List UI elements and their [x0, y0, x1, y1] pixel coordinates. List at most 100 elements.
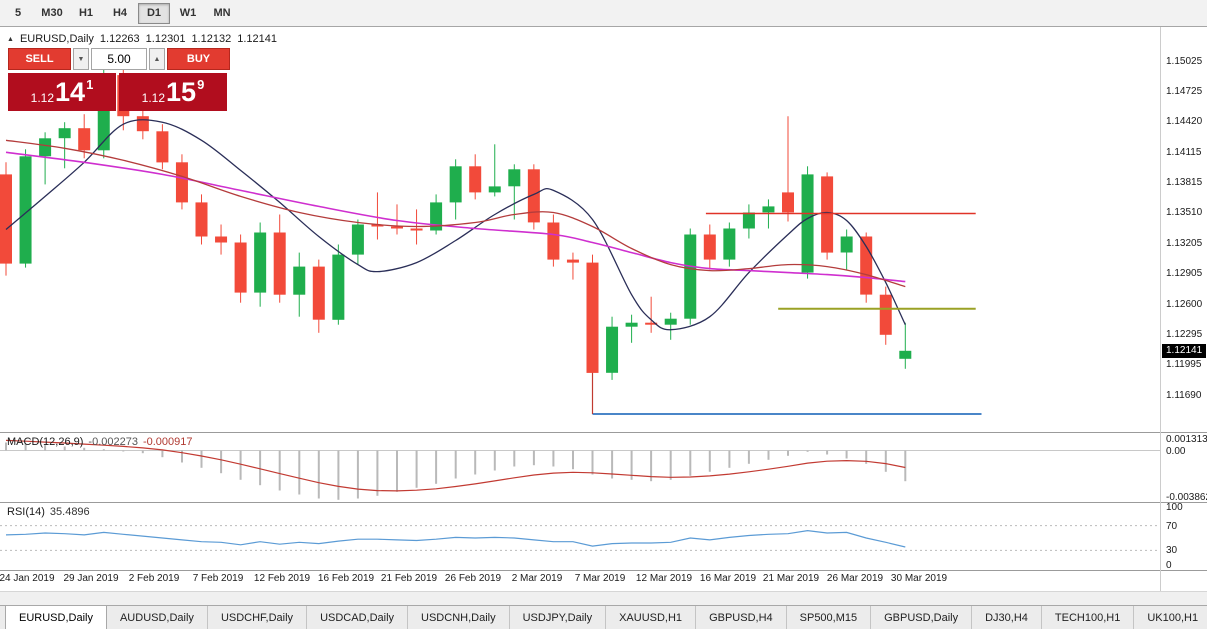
rsi-indicator-canvas[interactable]	[0, 503, 1160, 570]
price-scale-label: 1.14420	[1166, 116, 1203, 127]
candle-body	[586, 262, 599, 373]
macd-bar	[24, 443, 27, 451]
timeframe-button-H1[interactable]: H1	[78, 7, 94, 19]
date-label: 7 Feb 2019	[192, 573, 244, 584]
date-label: 12 Feb 2019	[253, 573, 311, 584]
macd-signal-value: -0.000917	[142, 436, 193, 448]
volume-input[interactable]	[91, 48, 147, 70]
chart-tab[interactable]: DJ30,H4	[972, 606, 1042, 629]
candle-body	[371, 224, 384, 227]
candle-body	[312, 266, 325, 320]
chart-tab[interactable]: EURUSD,Daily	[5, 606, 107, 629]
volume-up-button[interactable]: ▲	[149, 48, 165, 70]
timeframe-button-D1[interactable]: D1	[138, 2, 170, 24]
macd-bar	[141, 450, 144, 454]
candle-body	[703, 234, 716, 260]
macd-bar	[513, 450, 516, 467]
chart-symbol-label: EURUSD,Daily	[19, 33, 94, 45]
timeframe-button-MN[interactable]: MN	[213, 7, 231, 19]
chart-tab[interactable]: TECH100,H1	[1041, 606, 1135, 629]
timeframe-button-M30[interactable]: M30	[41, 7, 63, 19]
macd-bar	[767, 450, 770, 460]
candle-body	[273, 232, 286, 295]
candle-body	[782, 192, 794, 213]
candle-body	[469, 166, 482, 193]
chart-tab[interactable]: AUDUSD,Daily	[106, 606, 208, 629]
date-label: 30 Mar 2019	[890, 573, 948, 584]
rsi-value: 35.4896	[49, 506, 90, 518]
date-label: 26 Feb 2019	[444, 573, 502, 584]
candle-body	[430, 202, 443, 231]
macd-bar	[83, 447, 86, 451]
down-arrow-icon: ▼	[77, 55, 85, 63]
chart-tab[interactable]: USDCHF,Daily	[207, 606, 308, 629]
macd-bar	[122, 450, 125, 452]
bid-quote-button[interactable]: 1.12 14 1	[8, 73, 116, 111]
candle-body	[821, 176, 834, 253]
sell-button[interactable]: SELL	[8, 48, 71, 70]
chart-tab[interactable]: USDCNH,Daily	[408, 606, 510, 629]
bid-prefix: 1.12	[30, 91, 55, 105]
macd-bar	[826, 450, 829, 455]
price-scale-label: 1.11690	[1166, 390, 1202, 401]
date-label: 2 Mar 2019	[511, 573, 563, 584]
price-scale-label: 1.12600	[1166, 299, 1203, 310]
date-label: 24 Jan 2019	[0, 573, 55, 584]
macd-bar	[708, 450, 711, 472]
bottom-strip	[0, 591, 1207, 605]
macd-bar	[181, 450, 183, 463]
chart-tab-bar: EURUSD,Daily AUDUSD,Daily USDCHF,Daily USDC…	[0, 605, 1207, 629]
chart-tab[interactable]: SP500,M15	[786, 606, 872, 629]
macd-bar	[787, 450, 789, 456]
macd-bar	[259, 450, 262, 486]
macd-bar	[552, 450, 555, 467]
macd-bar	[572, 450, 574, 470]
macd-bar	[415, 450, 418, 488]
candle-body	[195, 202, 208, 237]
timeframe-button-W1[interactable]: W1	[179, 7, 197, 19]
chart-tab[interactable]: GBPUSD,Daily	[871, 606, 973, 629]
candle-body	[645, 322, 658, 325]
timeframe-button-5[interactable]: 5	[14, 7, 22, 19]
candle-body	[606, 326, 619, 373]
ask-quote-button[interactable]: 1.12 15 9	[119, 73, 227, 111]
macd-bar	[532, 450, 535, 466]
candle-body	[879, 294, 892, 335]
candle-body	[156, 131, 169, 163]
date-label: 7 Mar 2019	[574, 573, 626, 584]
bid-pip-digit: 1	[86, 77, 94, 92]
candle-body	[410, 228, 423, 231]
chart-tab[interactable]: UK100,H1	[1134, 606, 1207, 629]
timeframe-button-H4[interactable]: H4	[112, 7, 128, 19]
candle-body	[39, 138, 52, 157]
macd-scale-label: -0.003862	[1166, 492, 1207, 503]
ma-fast-line	[5, 119, 906, 331]
up-arrow-icon: ▲	[153, 55, 161, 63]
candle-body	[508, 169, 521, 187]
date-label: 16 Feb 2019	[317, 573, 375, 584]
macd-indicator-canvas[interactable]	[0, 433, 1160, 502]
panel-divider[interactable]	[0, 502, 1207, 503]
candle-body	[0, 174, 12, 264]
chart-tab[interactable]: USDCAD,Daily	[307, 606, 409, 629]
chart-tab[interactable]: XAUUSD,H1	[606, 606, 697, 629]
panel-divider[interactable]	[0, 432, 1207, 433]
candle-body	[332, 254, 345, 320]
chart-ohlc-header: ▲ EURUSD,Daily 1.12263 1.12301 1.12132 1…	[7, 33, 277, 45]
candle-body	[684, 234, 697, 319]
ohlc-close: 1.12141	[237, 33, 277, 45]
chart-tab[interactable]: USDJPY,Daily	[509, 606, 607, 629]
candle-body	[625, 322, 638, 327]
candle-body	[840, 236, 853, 253]
buy-button[interactable]: BUY	[167, 48, 230, 70]
macd-bar	[200, 450, 203, 468]
volume-dropdown-button[interactable]: ▼	[73, 48, 89, 70]
date-label: 2 Feb 2019	[128, 573, 180, 584]
candle-body	[547, 222, 560, 260]
ohlc-low: 1.12132	[191, 33, 232, 45]
price-scale-label: 1.13815	[1166, 177, 1203, 188]
rsi-scale-label: 0	[1166, 560, 1172, 571]
price-scale-label: 1.15025	[1166, 56, 1203, 67]
chart-tab[interactable]: GBPUSD,H4	[696, 606, 787, 629]
macd-bar	[669, 450, 672, 480]
